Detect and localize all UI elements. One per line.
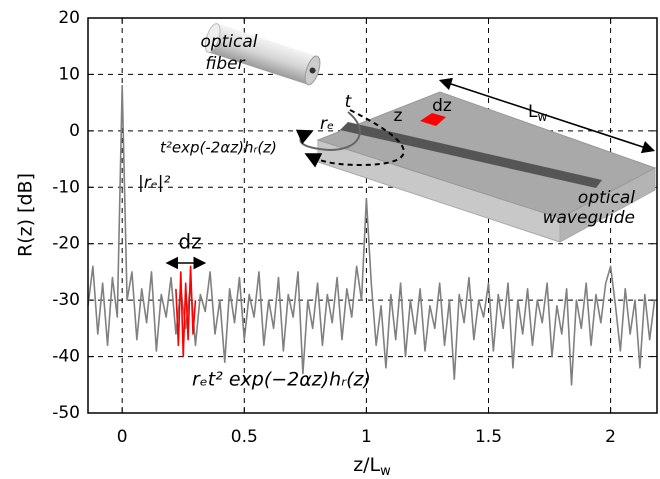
y-tick-label: -20 [52,234,80,254]
annotation: t²exp(-2αz)hᵣ(z) [160,139,277,157]
data-line [175,265,197,358]
annotation: t [345,92,353,112]
y-tick-label: 20 [58,8,80,28]
annotation: dz [178,230,201,254]
y-tick-label: 0 [69,121,80,141]
plot-frame [87,17,658,414]
y-tick-label: -30 [52,290,80,310]
annotation: fiber [205,54,245,74]
y-axis-label: R(z) [dB] [15,173,37,257]
x-tick-label: 0 [117,427,128,447]
y-tick-label: -40 [52,347,80,367]
x-tick-label: 2 [605,427,616,447]
x-tick-label: 0.5 [231,427,258,447]
x-axis-label: w [380,464,391,479]
annotation: optical [578,188,635,208]
x-axis-label: z/L [353,454,380,476]
y-tick-label: -50 [52,403,80,423]
annotation: waveguide [543,208,635,228]
annotation: w [537,110,547,124]
annotation: z [394,106,403,126]
inset [165,23,657,270]
annotation: optical [200,32,257,52]
x-tick-label: 1 [361,427,372,447]
annotation: L [528,102,538,122]
annotation: |rₑ|² [138,173,171,193]
y-tick-label: 10 [58,64,80,84]
annotation: dz [432,96,452,116]
x-tick-label: 1.5 [475,427,502,447]
annotation: rₑ [320,114,334,134]
annotation: rₑt² exp(−2αz)hᵣ(z) [192,369,371,391]
x-axis-label: z/Lw [353,454,391,479]
annotation: Lw [528,102,547,124]
y-tick-label: -10 [52,177,80,197]
